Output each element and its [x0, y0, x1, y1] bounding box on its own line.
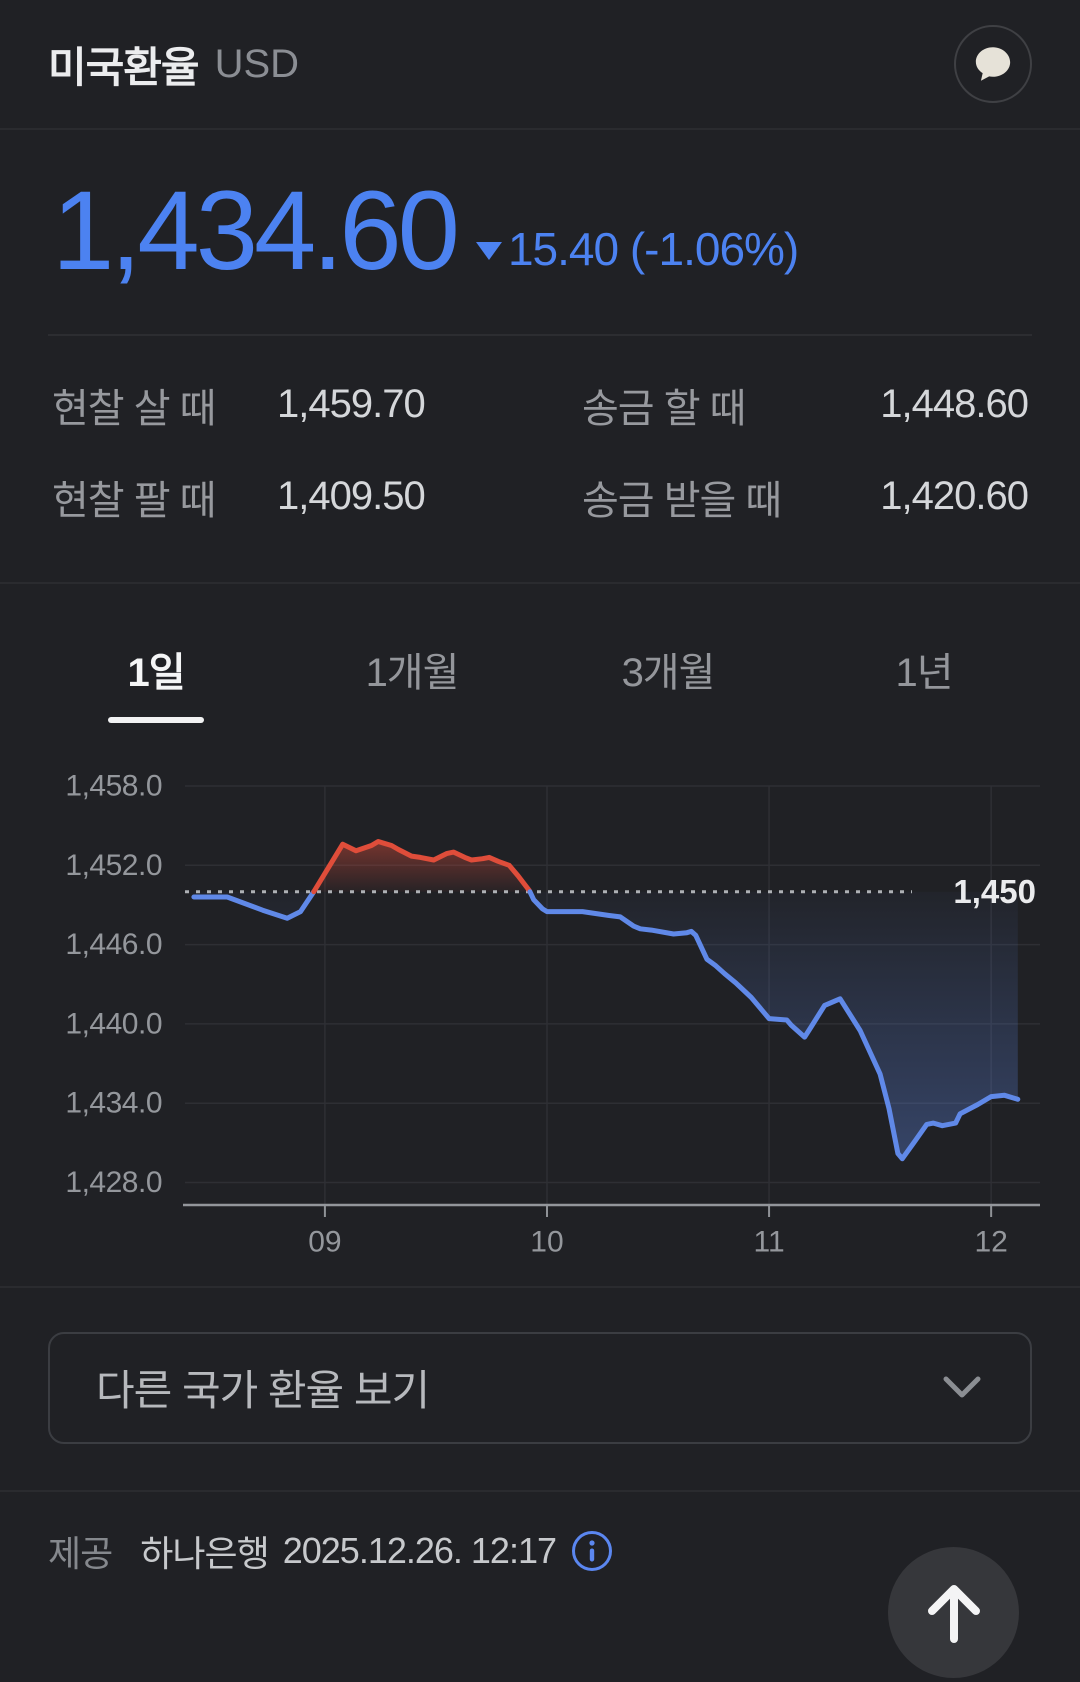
svg-text:1,440.0: 1,440.0	[65, 1007, 162, 1040]
table-row: 현찰 살 때 1,459.70 송금 할 때 1,448.60	[52, 376, 1029, 434]
tab-3month[interactable]: 3개월	[540, 584, 796, 726]
price-section: 1,434.60 15.40 (-1.06%)	[0, 130, 1080, 290]
other-countries-select[interactable]: 다른 국가 환율 보기	[48, 1331, 1032, 1444]
svg-text:1,446.0: 1,446.0	[65, 928, 162, 961]
other-countries-label: 다른 국가 환율 보기	[96, 1367, 430, 1415]
divider	[48, 333, 1032, 336]
currency-code: USD	[214, 41, 300, 86]
svg-text:12: 12	[974, 1225, 1007, 1258]
period-tabs: 1일 1개월 3개월 1년	[0, 584, 1080, 726]
svg-text:1,450: 1,450	[953, 873, 1036, 910]
rate-value-send: 1,448.60	[880, 382, 1029, 427]
svg-text:1,428.0: 1,428.0	[65, 1166, 162, 1199]
tab-1year[interactable]: 1년	[796, 584, 1052, 726]
info-icon	[570, 1529, 614, 1573]
header: 미국환율 USD	[0, 0, 1080, 130]
arrow-up-icon	[918, 1577, 990, 1649]
price-change: 15.40 (-1.06%)	[475, 222, 799, 276]
comment-button[interactable]	[954, 25, 1032, 103]
table-row: 현찰 팔 때 1,409.50 송금 받을 때 1,420.60	[52, 468, 1029, 526]
info-button[interactable]	[570, 1529, 614, 1573]
updated-timestamp: 2025.12.26. 12:17	[282, 1530, 557, 1572]
rate-value-cash-buy: 1,459.70	[277, 382, 426, 427]
svg-text:1,434.0: 1,434.0	[65, 1086, 162, 1119]
current-rate: 1,434.60	[52, 168, 460, 293]
tab-1day[interactable]: 1일	[28, 584, 284, 726]
change-amount: 15.40 (-1.06%)	[507, 222, 799, 275]
rate-label-cash-buy: 현찰 살 때	[52, 386, 216, 431]
svg-text:09: 09	[308, 1225, 341, 1258]
svg-text:11: 11	[753, 1225, 784, 1258]
active-tab-indicator	[108, 716, 204, 723]
rates-table: 현찰 살 때 1,459.70 송금 할 때 1,448.60 현찰 팔 때 1…	[52, 376, 1029, 582]
triangle-down-icon	[475, 241, 502, 260]
title-group: 미국환율 USD	[48, 34, 299, 95]
rate-value-cash-sell: 1,409.50	[277, 474, 426, 519]
rate-label-cash-sell: 현찰 팔 때	[52, 478, 216, 523]
speech-bubble-icon	[972, 43, 1014, 85]
svg-text:1,458.0: 1,458.0	[65, 769, 162, 802]
divider	[0, 1285, 1080, 1288]
rate-value-receive: 1,420.60	[880, 474, 1029, 519]
tab-1month[interactable]: 1개월	[284, 584, 540, 726]
footer: 제공 하나은행 2025.12.26. 12:17	[0, 1489, 1080, 1611]
provider-name: 하나은행	[140, 1533, 269, 1575]
provider-label: 제공	[48, 1533, 113, 1575]
svg-text:10: 10	[530, 1225, 563, 1258]
rate-label-receive: 송금 받을 때	[582, 478, 782, 523]
line-chart: 1,458.0 1,452.0 1,446.0 1,440.0 1,434.0 1,428…	[65, 769, 1040, 1258]
rate-chart: 1,458.0 1,452.0 1,446.0 1,440.0 1,434.0 1,428…	[0, 726, 1080, 1286]
divider	[0, 581, 1080, 584]
rate-label-send: 송금 할 때	[582, 386, 746, 431]
svg-text:1,452.0: 1,452.0	[65, 848, 162, 881]
scroll-to-top-button[interactable]	[888, 1547, 1019, 1678]
chevron-down-icon	[940, 1375, 984, 1401]
page-title: 미국환율	[48, 43, 200, 91]
